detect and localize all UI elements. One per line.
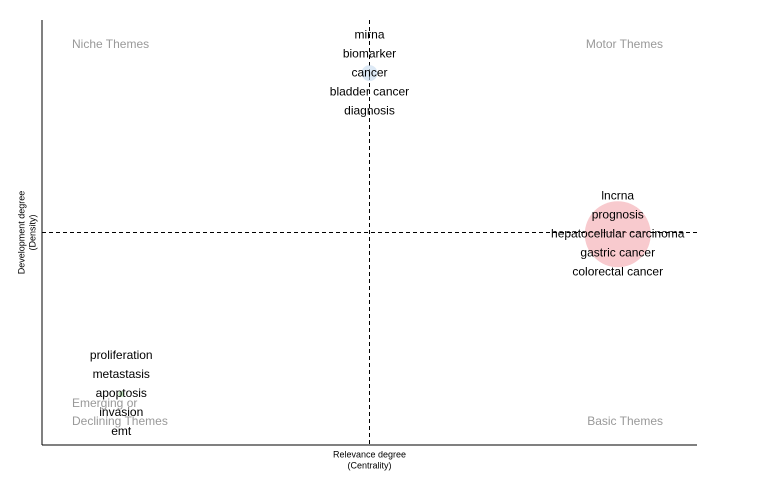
cluster-label: diagnosis (344, 103, 395, 117)
cluster-label: proliferation (90, 348, 153, 362)
cluster-label: prognosis (592, 207, 644, 221)
quadrant-label: Motor Themes (586, 37, 663, 51)
quadrant-label: Emerging or (72, 396, 137, 410)
cluster-label: gastric cancer (580, 245, 655, 259)
cluster-label: bladder cancer (330, 84, 409, 98)
quadrant-label: Basic Themes (587, 414, 663, 428)
cluster-label: metastasis (93, 367, 150, 381)
cluster-label: biomarker (343, 46, 396, 60)
quadrant-label: Declining Themes (72, 414, 168, 428)
bubble (118, 391, 125, 397)
y-axis-label: Development degree (16, 191, 26, 275)
cluster-label: apoptosis (96, 386, 147, 400)
y-axis-label: (Density) (27, 214, 37, 250)
cluster-label: mirna (354, 27, 384, 41)
x-axis-label: Relevance degree (333, 449, 406, 459)
x-axis-label: (Centrality) (347, 460, 391, 470)
cluster-label: lncrna (601, 188, 634, 202)
bubble (584, 201, 651, 268)
quadrant-label: Niche Themes (72, 37, 149, 51)
bubble (361, 65, 378, 82)
cluster-label: hepatocellular carcinoma (551, 226, 685, 240)
cluster-label: cancer (351, 65, 387, 79)
cluster-label: colorectal cancer (572, 264, 663, 278)
cluster-label: invasion (99, 405, 143, 419)
cluster-label: emt (111, 424, 132, 438)
